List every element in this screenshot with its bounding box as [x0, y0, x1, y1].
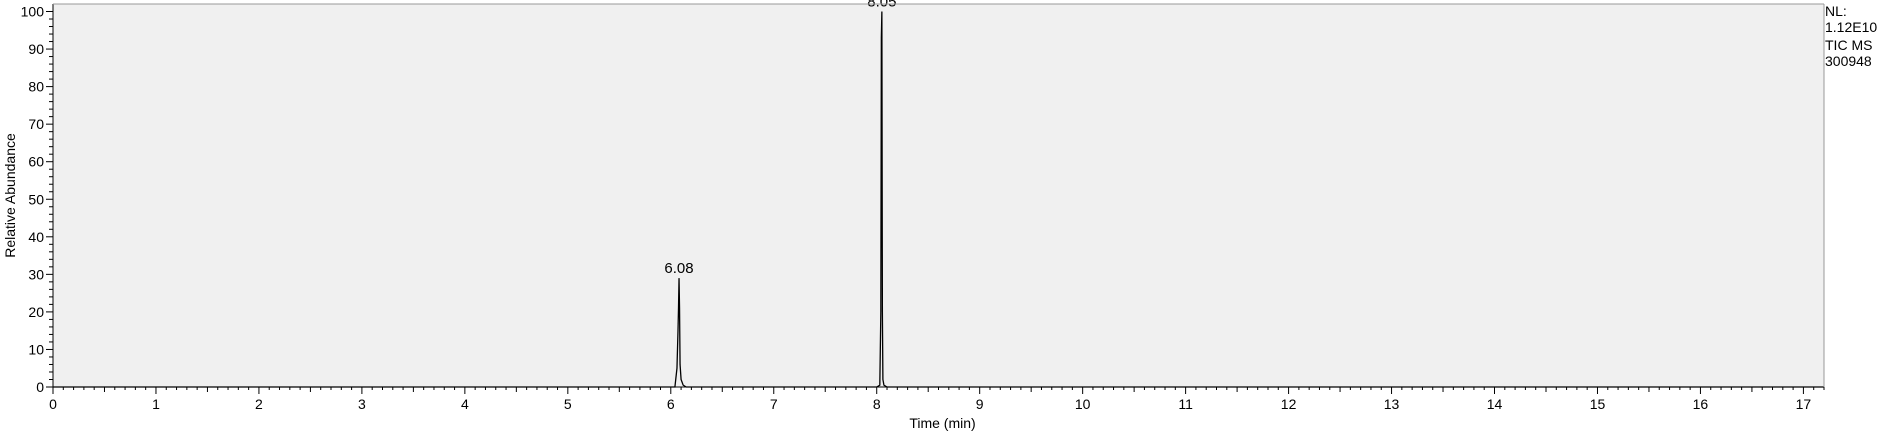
x-tick-label: 4	[461, 396, 469, 412]
y-tick-label: 10	[28, 341, 44, 357]
x-tick-label: 0	[49, 396, 57, 412]
x-tick-label: 11	[1178, 396, 1193, 412]
trace-type: TIC MS	[1825, 37, 1872, 53]
x-tick-label: 8	[873, 396, 881, 412]
nl-label: NL:	[1825, 3, 1847, 19]
x-tick-label: 15	[1590, 396, 1606, 412]
y-axis-label: Relative Abundance	[2, 133, 18, 258]
y-axis-ticks: 0 10 20 30 40 50 60 70 80 90 100	[21, 4, 53, 395]
x-tick-label: 13	[1384, 396, 1400, 412]
x-tick-label: 10	[1075, 396, 1091, 412]
x-tick-label: 7	[770, 396, 778, 412]
y-tick-label: 50	[28, 191, 44, 207]
y-tick-label: 30	[28, 266, 44, 282]
x-tick-label: 5	[564, 396, 572, 412]
x-tick-label: 17	[1796, 396, 1812, 412]
plot-area	[53, 4, 1824, 387]
x-tick-label: 9	[976, 396, 984, 412]
peak-label: 6.08	[664, 260, 693, 277]
y-tick-label: 100	[21, 4, 45, 20]
nl-value: 1.12E10	[1825, 19, 1877, 35]
y-tick-label: 70	[28, 116, 44, 132]
y-tick-label: 20	[28, 304, 44, 320]
x-tick-label: 3	[358, 396, 366, 412]
x-axis-label: Time (min)	[909, 415, 975, 431]
sample-id: 300948	[1825, 53, 1872, 69]
x-tick-label: 1	[152, 396, 160, 412]
x-tick-label: 12	[1281, 396, 1297, 412]
x-tick-label: 14	[1487, 396, 1503, 412]
y-tick-label: 60	[28, 154, 44, 170]
y-tick-label: 40	[28, 229, 44, 245]
x-axis-ticks: 0 1 2 3 4 5 6 7 8 9 10 11 12 13 14 15 16 17	[49, 387, 1825, 412]
y-tick-label: 0	[36, 379, 44, 395]
x-tick-label: 6	[667, 396, 675, 412]
y-tick-label: 90	[28, 41, 44, 57]
x-tick-label: 2	[255, 396, 263, 412]
y-tick-label: 80	[28, 79, 44, 95]
peak-labels: 6.08 8.05	[664, 0, 896, 277]
peak-label: 8.05	[867, 0, 896, 11]
x-tick-label: 16	[1693, 396, 1709, 412]
